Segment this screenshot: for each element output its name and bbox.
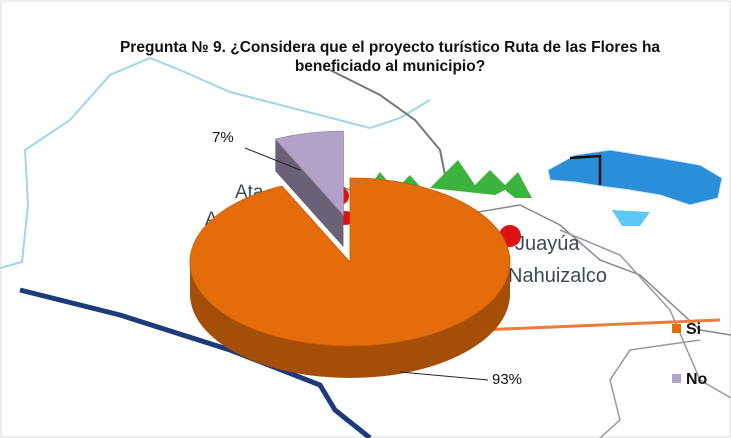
map-label: Nahuizalco: [508, 265, 607, 287]
chart-title: Pregunta № 9. ¿Considera que el proyecto…: [119, 39, 661, 75]
slice-face: [275, 139, 344, 248]
pie-slice: [189, 177, 511, 378]
leader-line: [244, 147, 301, 171]
slice-side: [190, 262, 510, 378]
data-label: 7%: [212, 129, 234, 146]
legend-swatch: [672, 374, 681, 383]
pie-slice: [274, 130, 344, 248]
legend-label: Si: [686, 321, 701, 338]
legend-label: No: [686, 371, 708, 388]
legend-swatch: [672, 324, 681, 333]
leader-line: [399, 371, 489, 381]
slice-top: [189, 177, 511, 347]
data-label: 93%: [492, 371, 522, 388]
slice-top: [274, 130, 344, 217]
map-label: Juayúa: [515, 233, 580, 255]
